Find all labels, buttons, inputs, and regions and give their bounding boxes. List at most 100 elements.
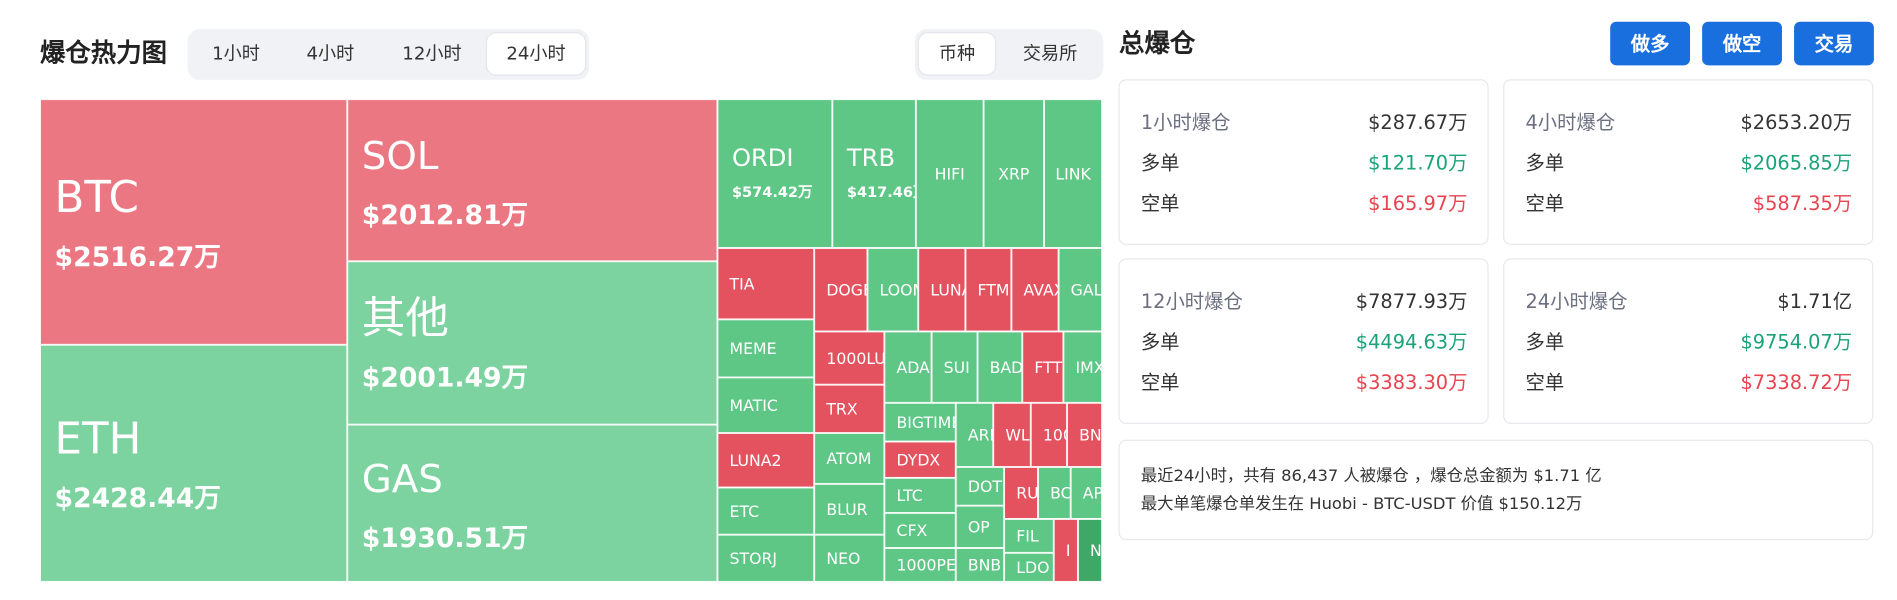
treemap-tile[interactable]: TIA <box>717 247 815 320</box>
treemap-tile[interactable]: NEO <box>814 534 885 582</box>
treemap-tile[interactable]: FIL <box>1004 518 1054 553</box>
treemap-tile[interactable]: IMX <box>1063 331 1105 403</box>
stat-label: 多单 <box>1141 330 1180 353</box>
time-tab[interactable]: 24小时 <box>506 43 565 64</box>
treemap-tile[interactable]: STORJ <box>717 534 815 582</box>
treemap-tile[interactable]: BTC $2516.27万 <box>40 99 348 345</box>
tile-bg <box>347 99 718 262</box>
tile-label: LTC <box>896 486 922 505</box>
stat-card <box>1118 79 1489 245</box>
treemap-tile[interactable]: AP <box>1070 466 1103 519</box>
time-tab[interactable]: 1小时 <box>212 43 260 64</box>
tile-bg <box>1044 99 1103 248</box>
treemap-tile[interactable]: TRX <box>814 384 885 434</box>
action-button[interactable] <box>1702 21 1782 66</box>
tile-bg <box>814 534 885 582</box>
treemap-tile[interactable]: FTT <box>1022 331 1064 403</box>
treemap-tile[interactable]: DOGE <box>814 247 873 332</box>
treemap-tile[interactable]: DYDX <box>884 441 956 478</box>
tile-bg <box>717 534 815 582</box>
treemap-tile[interactable]: RU <box>1004 466 1039 519</box>
action-button-label[interactable]: 做空 <box>1722 32 1762 55</box>
action-button[interactable] <box>1610 21 1691 66</box>
treemap-tile[interactable]: BN <box>1067 402 1103 467</box>
stat-value: $2065.85万 <box>1740 151 1852 174</box>
treemap-tile[interactable]: BAD <box>977 331 1024 403</box>
tile-bg <box>1067 402 1103 467</box>
treemap-tile[interactable]: 1000PEPE <box>884 547 975 582</box>
treemap-tile[interactable]: LUNA2 <box>717 433 815 488</box>
treemap-tile[interactable]: LDO <box>1004 552 1054 582</box>
tile-label: CFX <box>896 521 927 540</box>
stat-value: $3383.30万 <box>1356 371 1468 394</box>
treemap-tile[interactable]: OP <box>955 505 1005 548</box>
tile-label: BN <box>1079 426 1102 445</box>
treemap-tile[interactable]: ARB <box>955 402 1001 467</box>
tile-label: RU <box>1016 484 1038 503</box>
treemap-tile[interactable]: HIFI <box>915 99 984 248</box>
treemap-tile[interactable]: SUI <box>931 331 978 403</box>
treemap-tile[interactable]: MEME <box>717 319 815 378</box>
stat-value: $9754.07万 <box>1740 330 1852 353</box>
view-tab[interactable]: 币种 <box>939 43 975 64</box>
treemap-tile[interactable]: CFX <box>884 512 956 548</box>
treemap-tile[interactable]: XRP <box>983 99 1045 248</box>
time-tab[interactable]: 4小时 <box>306 43 354 64</box>
treemap-tile[interactable]: 其他 $2001.49万 <box>347 261 718 425</box>
treemap-tile[interactable]: ADA <box>884 331 932 403</box>
stat-label: 多单 <box>1141 151 1180 174</box>
tile-bg <box>717 433 815 488</box>
view-tab[interactable]: 交易所 <box>1023 43 1077 64</box>
tile-bg <box>717 99 833 248</box>
treemap-tile[interactable]: FTM <box>965 247 1012 332</box>
tile-bg <box>884 331 932 403</box>
tile-label: IMX <box>1076 358 1105 377</box>
treemap-tile[interactable]: ORDI $574.42万 <box>717 99 833 248</box>
tile-label: BAD <box>990 358 1024 377</box>
stat-card <box>1503 258 1874 424</box>
tile-label: BNB <box>968 556 1001 575</box>
stat-value: $1.71亿 <box>1777 290 1852 313</box>
treemap-tile[interactable]: BC <box>1038 466 1072 519</box>
treemap-tile[interactable]: DOT <box>955 466 1005 506</box>
treemap-tile[interactable]: LUNA <box>918 247 972 332</box>
stat-value: $165.97万 <box>1368 192 1467 215</box>
tile-label: BLUR <box>826 500 867 519</box>
treemap-tile[interactable]: BIGTIME <box>884 402 961 442</box>
treemap-tile[interactable]: BNB <box>955 547 1005 582</box>
tile-bg <box>1070 466 1103 519</box>
treemap-tile[interactable]: ATOM <box>814 433 885 484</box>
treemap-tile[interactable]: ETC <box>717 487 815 535</box>
treemap-tile[interactable]: GAL <box>1058 247 1103 332</box>
tile-label: LINK <box>1055 164 1091 183</box>
stat-label: 空单 <box>1141 371 1180 394</box>
treemap-tile[interactable]: ETH $2428.44万 <box>40 344 348 582</box>
treemap-tile[interactable]: WL <box>993 402 1031 467</box>
tile-label: ETC <box>730 502 760 521</box>
time-tab[interactable]: 12小时 <box>402 43 461 64</box>
treemap-tile[interactable]: MATIC <box>717 377 815 434</box>
treemap-tile[interactable]: BLUR <box>814 483 885 535</box>
action-button-label[interactable]: 交易 <box>1815 32 1854 55</box>
treemap-tile[interactable]: LINK <box>1044 99 1103 248</box>
tile-bg <box>814 433 885 484</box>
treemap-tile[interactable]: 100 <box>1030 402 1073 467</box>
treemap-tile[interactable]: LOOM <box>867 247 926 332</box>
treemap-tile[interactable]: AVAX <box>1011 247 1065 332</box>
tile-label: AVAX <box>1024 280 1065 299</box>
stat-label: 空单 <box>1526 371 1565 394</box>
treemap-tile[interactable]: I <box>1053 518 1078 582</box>
tile-label: MATIC <box>730 396 778 415</box>
treemap-tile[interactable]: LTC <box>884 477 956 513</box>
treemap-tile[interactable]: TRB $417.46万 <box>832 99 927 248</box>
tile-label: I <box>1066 541 1071 560</box>
action-button-label[interactable]: 做多 <box>1630 32 1670 55</box>
stat-value: $7338.72万 <box>1740 371 1852 394</box>
treemap-tile[interactable]: GAS $1930.51万 <box>347 424 718 582</box>
action-button[interactable] <box>1794 21 1874 66</box>
treemap-tile[interactable]: 1000LUNC <box>814 331 908 385</box>
tile-value: $2516.27万 <box>55 242 221 273</box>
treemap-tile[interactable]: N <box>1077 518 1103 582</box>
stat-card <box>1118 258 1489 424</box>
treemap-tile[interactable]: SOL $2012.81万 <box>347 99 718 262</box>
